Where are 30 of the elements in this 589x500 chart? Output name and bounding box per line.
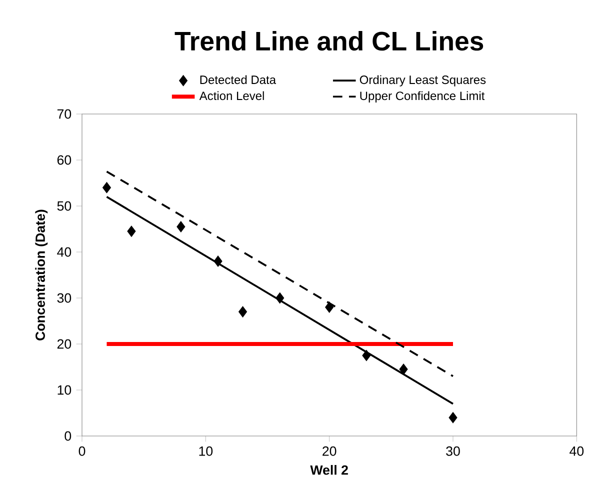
point	[399, 364, 408, 375]
point	[214, 256, 222, 267]
y-tick-label: 20	[57, 339, 72, 349]
legend-label: Detected Data	[200, 75, 276, 84]
point	[448, 412, 458, 424]
y-tick-label: 70	[57, 109, 72, 119]
y-tick-label: 0	[64, 431, 72, 441]
y-axis-title: Concentration (Date)	[35, 210, 48, 340]
point	[238, 306, 248, 318]
chart-title: Trend Line and CL Lines	[174, 31, 484, 51]
point	[127, 226, 136, 237]
x-tick-label: 0	[78, 446, 86, 456]
x-tick-label: 10	[199, 446, 213, 456]
x-axis-title: Well 2	[310, 464, 348, 475]
point	[102, 182, 111, 194]
y-tick-label: 30	[57, 293, 72, 303]
legend-label: Upper Confidence Limit	[360, 91, 485, 102]
point	[176, 221, 186, 232]
point	[325, 302, 334, 313]
x-tick-label: 20	[322, 446, 336, 456]
x-tick-label: 30	[446, 446, 460, 456]
legend-label: Action Level	[199, 91, 264, 100]
legend-label: Ordinary Least Squares	[360, 75, 486, 86]
y-tick-label: 60	[57, 155, 72, 165]
x-tick-label: 40	[570, 446, 584, 456]
point	[362, 350, 371, 362]
y-tick-label: 50	[57, 201, 72, 211]
point	[276, 292, 284, 304]
y-tick-label: 40	[57, 247, 72, 257]
y-tick-label: 10	[58, 385, 72, 395]
